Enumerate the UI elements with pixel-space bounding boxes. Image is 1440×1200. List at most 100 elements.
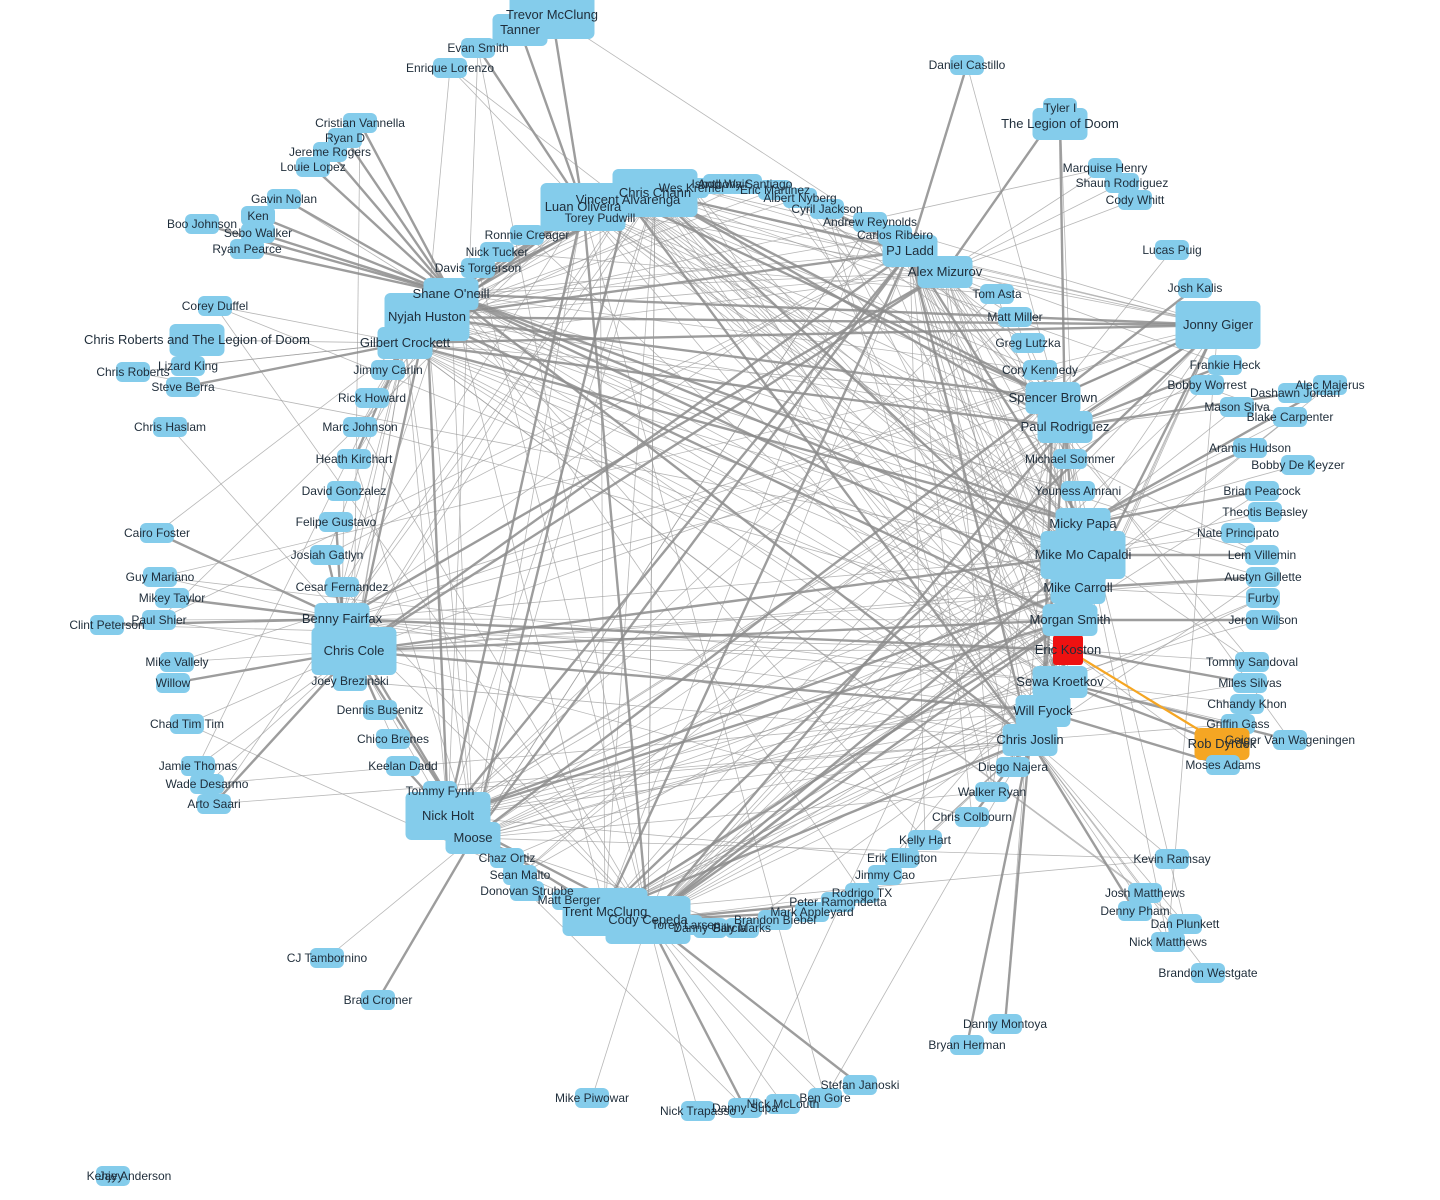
svg-text:Griffin Gass: Griffin Gass [1206,717,1269,731]
svg-text:Miles Silvas: Miles Silvas [1218,676,1281,690]
svg-text:Cairo Foster: Cairo Foster [124,526,190,540]
svg-text:Trevor McClung: Trevor McClung [506,7,598,22]
svg-text:Danny Montoya: Danny Montoya [963,1017,1047,1031]
svg-text:Nyjah Huston: Nyjah Huston [388,309,466,324]
svg-text:Rob Dyrdek: Rob Dyrdek [1188,736,1257,751]
svg-text:Louie Lopez: Louie Lopez [280,160,345,174]
svg-text:Theotis Beasley: Theotis Beasley [1222,505,1307,519]
svg-text:Jay Anderson: Jay Anderson [99,1169,172,1183]
svg-text:Dennis Busenitz: Dennis Busenitz [337,703,424,717]
svg-text:Paul Rodriguez: Paul Rodriguez [1021,419,1110,434]
svg-text:PJ Ladd: PJ Ladd [886,243,934,258]
svg-text:Matt Miller: Matt Miller [987,310,1042,324]
svg-text:Eric Koston: Eric Koston [1035,642,1101,657]
svg-text:Mike Piwowar: Mike Piwowar [555,1091,629,1105]
svg-text:Chris Haslam: Chris Haslam [134,420,206,434]
svg-text:Shane O'neill: Shane O'neill [413,286,490,301]
svg-text:Chaz Ortiz: Chaz Ortiz [479,851,536,865]
svg-text:Bobby De Keyzer: Bobby De Keyzer [1251,458,1344,472]
svg-text:Jonny Giger: Jonny Giger [1183,317,1254,332]
svg-text:Michael Sommer: Michael Sommer [1025,452,1115,466]
svg-text:Kevin Ramsay: Kevin Ramsay [1133,852,1210,866]
svg-text:Heath Kirchart: Heath Kirchart [316,452,393,466]
svg-text:Guy Mariano: Guy Mariano [126,570,195,584]
svg-text:Rick Howard: Rick Howard [338,391,406,405]
svg-text:Willow: Willow [156,676,191,690]
svg-text:Chad Tim Tim: Chad Tim Tim [150,717,224,731]
svg-text:Mike Mo Capaldi: Mike Mo Capaldi [1035,547,1132,562]
svg-text:Will Fyock: Will Fyock [1013,703,1073,718]
svg-text:Brad Cromer: Brad Cromer [344,993,413,1007]
svg-text:Alex Mizurov: Alex Mizurov [908,264,983,279]
svg-text:Josiah Gatlyn: Josiah Gatlyn [291,548,364,562]
svg-text:Aramis Hudson: Aramis Hudson [1209,441,1291,455]
svg-text:Mike Carroll: Mike Carroll [1043,580,1112,595]
svg-text:Nick Holt: Nick Holt [422,808,474,823]
svg-text:Moses Adams: Moses Adams [1185,758,1260,772]
svg-text:Davis Torgerson: Davis Torgerson [435,261,521,275]
svg-text:Corey Duffel: Corey Duffel [182,299,248,313]
svg-text:Nick Trapasso: Nick Trapasso [660,1104,736,1118]
svg-text:Lem Villemin: Lem Villemin [1228,548,1296,562]
svg-text:Walker Ryan: Walker Ryan [958,785,1026,799]
svg-text:Micky Papa: Micky Papa [1049,516,1117,531]
svg-text:Nick Matthews: Nick Matthews [1129,935,1207,949]
svg-text:Frankie Heck: Frankie Heck [1190,358,1262,372]
svg-text:Tommy Sandoval: Tommy Sandoval [1206,655,1298,669]
svg-text:Jamie Thomas: Jamie Thomas [159,759,237,773]
svg-text:Clint Peterson: Clint Peterson [69,618,144,632]
svg-text:Lucas Puig: Lucas Puig [1142,243,1201,257]
svg-text:Furby: Furby [1248,591,1279,605]
svg-text:Andrew Reynolds: Andrew Reynolds [823,215,917,229]
svg-text:Enrique Lorenzo: Enrique Lorenzo [406,61,494,75]
svg-text:Ryan Pearce: Ryan Pearce [212,242,282,256]
svg-text:Cristian Vannella: Cristian Vannella [315,116,405,130]
svg-text:Chris Colbourn: Chris Colbourn [932,810,1012,824]
svg-text:The Legion of Doom: The Legion of Doom [1001,116,1119,131]
svg-text:Chris Roberts and The Legion o: Chris Roberts and The Legion of Doom [84,332,310,347]
svg-text:Cody Whitt: Cody Whitt [1106,193,1165,207]
svg-text:Dashawn Jordan: Dashawn Jordan [1250,386,1340,400]
svg-text:Kelly Hart: Kelly Hart [899,833,952,847]
svg-text:Bryan Herman: Bryan Herman [928,1038,1005,1052]
svg-text:Jimmy Cao: Jimmy Cao [855,868,915,882]
svg-text:David Gonzalez: David Gonzalez [302,484,387,498]
svg-text:Youness Amrani: Youness Amrani [1035,484,1121,498]
svg-text:Benny Fairfax: Benny Fairfax [302,611,383,626]
svg-text:Sean Malto: Sean Malto [490,868,551,882]
svg-text:Diego Najera: Diego Najera [978,760,1048,774]
svg-text:Marquise Henry: Marquise Henry [1063,161,1148,175]
svg-text:Dan Plunkett: Dan Plunkett [1151,917,1220,931]
svg-text:Felipe Gustavo: Felipe Gustavo [296,515,377,529]
svg-text:Morgan Smith: Morgan Smith [1030,612,1111,627]
svg-text:Stefan Janoski: Stefan Janoski [821,1078,900,1092]
svg-text:Erik Ellington: Erik Ellington [867,851,937,865]
svg-text:Marc Johnson: Marc Johnson [322,420,397,434]
svg-text:Carlos Ribeiro: Carlos Ribeiro [857,228,933,242]
svg-text:Chhandy Khon: Chhandy Khon [1207,697,1286,711]
svg-text:Nate Principato: Nate Principato [1197,526,1279,540]
svg-text:Vincent Alvarenga: Vincent Alvarenga [576,192,681,207]
svg-text:Jimmy Carlin: Jimmy Carlin [353,363,422,377]
svg-text:Josh Matthews: Josh Matthews [1105,886,1185,900]
svg-text:Tom Asta: Tom Asta [972,287,1022,301]
svg-text:Evan Smith: Evan Smith [447,41,508,55]
svg-text:Joey Brezinski: Joey Brezinski [311,674,388,688]
svg-text:Jeron Wilson: Jeron Wilson [1228,613,1297,627]
svg-text:Tanner: Tanner [500,22,540,37]
svg-text:Keelan Dadd: Keelan Dadd [368,759,437,773]
svg-text:Moose: Moose [453,830,492,845]
svg-text:Torey Pudwill: Torey Pudwill [565,211,636,225]
svg-text:Jereme Rogers: Jereme Rogers [289,145,371,159]
svg-text:Chris Cole: Chris Cole [324,643,385,658]
svg-text:Brian Peacock: Brian Peacock [1223,484,1301,498]
svg-text:Sewa Kroetkov: Sewa Kroetkov [1016,674,1104,689]
svg-text:Wade Desarmo: Wade Desarmo [166,777,249,791]
svg-text:Steve Berra: Steve Berra [151,380,215,394]
svg-text:Ryan D: Ryan D [325,131,365,145]
svg-text:Mikey Taylor: Mikey Taylor [139,591,205,605]
svg-text:Rodrigo TX: Rodrigo TX [832,886,892,900]
svg-text:Denny Pham: Denny Pham [1100,904,1169,918]
svg-text:Cory Kennedy: Cory Kennedy [1002,363,1078,377]
svg-text:Austyn Gillette: Austyn Gillette [1224,570,1302,584]
